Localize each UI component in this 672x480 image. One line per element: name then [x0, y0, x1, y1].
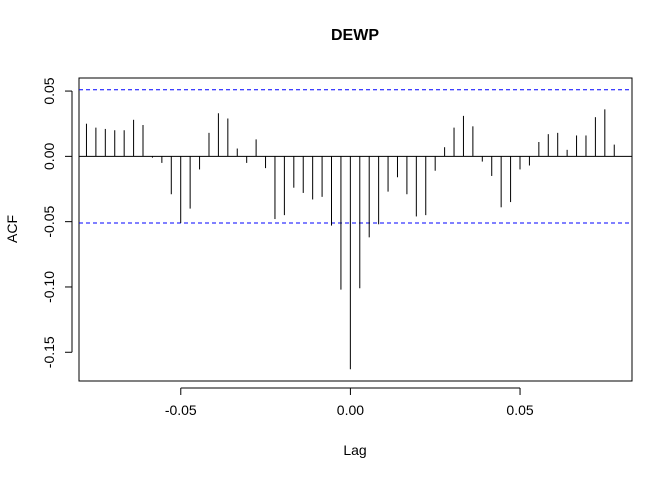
- x-tick-label: 0.05: [506, 402, 533, 418]
- y-tick-label: 0.00: [41, 143, 57, 170]
- chart-title: DEWP: [331, 27, 379, 44]
- plot-frame: [78, 77, 633, 382]
- y-axis: -0.15 -0.10 -0.05 0.00 0.05: [41, 77, 73, 368]
- y-tick-label: -0.10: [41, 271, 57, 303]
- acf-bars: [85, 109, 615, 370]
- x-axis: -0.05 0.00 0.05: [165, 387, 534, 418]
- y-tick-label: -0.15: [41, 336, 57, 368]
- confidence-bands: [79, 89, 632, 224]
- x-tick-label: 0.00: [337, 402, 364, 418]
- x-tick-label: -0.05: [165, 402, 197, 418]
- y-tick-label: 0.05: [41, 77, 57, 104]
- y-tick-label: -0.05: [41, 206, 57, 238]
- x-axis-label: Lag: [343, 442, 366, 458]
- y-axis-label: ACF: [4, 215, 20, 243]
